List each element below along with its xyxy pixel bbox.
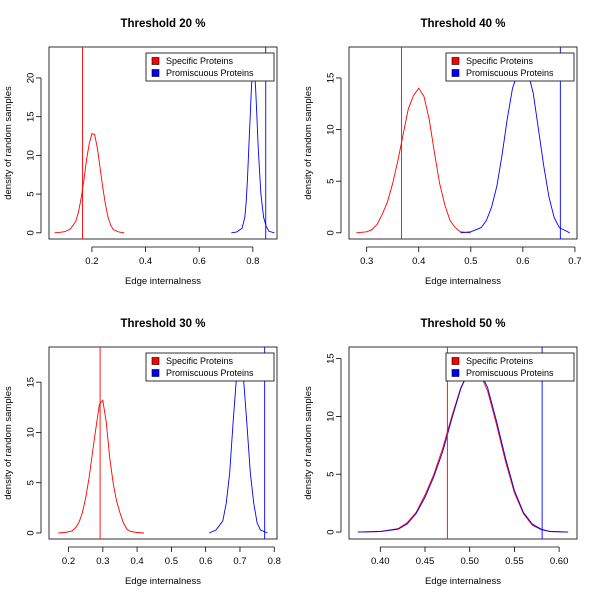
x-tick-label: 0.3: [360, 256, 373, 267]
chart-title: Threshold 30 %: [121, 318, 206, 330]
chart-panel-2: Threshold 40 % 0.3 0.4 0.5 0.6 0.7 0 5 10 15 Edge …: [303, 18, 582, 287]
x-tick-label: 0.2: [62, 556, 75, 567]
y-tick-label: 5: [326, 472, 337, 477]
y-tick-label: 5: [326, 179, 337, 184]
y-tick-label: 10: [26, 150, 37, 161]
chart-panel-4: Threshold 50 % 0.40 0.45 0.50 0.55 0.60 0 5 10 15…: [303, 318, 578, 587]
plot-frame: [48, 46, 278, 240]
legend-swatch: [151, 57, 160, 65]
y-tick-label: 15: [26, 111, 37, 122]
density-line-promiscuous: [357, 368, 569, 533]
density-line-promiscuous: [231, 69, 275, 234]
y-tick-label: 5: [26, 191, 37, 196]
legend: Specific Proteins Promiscuous Proteins: [445, 52, 575, 82]
y-tick-label: 0: [326, 230, 337, 235]
y-tick-label: 0: [26, 230, 37, 235]
plot-frame: [48, 346, 278, 540]
legend-label: Promiscuous Proteins: [466, 368, 554, 378]
y-tick-label: 20: [26, 73, 37, 84]
x-tick-label: 0.6: [193, 256, 206, 267]
y-tick-label: 0: [26, 530, 37, 535]
chart-title: Threshold 20 %: [121, 18, 206, 30]
legend-swatch: [451, 69, 460, 77]
y-tick-label: 10: [326, 411, 337, 422]
y-tick-label: 15: [326, 353, 337, 364]
x-tick-label: 0.6: [516, 256, 529, 267]
legend-box: [145, 52, 275, 82]
x-tick-label: 0.4: [131, 556, 144, 567]
y-tick-label: 10: [326, 124, 337, 135]
x-tick-label: 0.8: [246, 256, 259, 267]
x-tick-label: 0.55: [505, 556, 524, 567]
density-line-promiscuous: [208, 361, 268, 534]
x-axis-label: Edge internalness: [125, 576, 201, 587]
x-tick-label: 0.40: [371, 556, 390, 567]
y-tick-label: 5: [26, 480, 37, 485]
y-tick-label: 10: [26, 427, 37, 438]
chart-panel-1: Threshold 20 % 0.2 0.4 0.6 0.8 0 5 10 15 20 Edge i…: [3, 18, 278, 287]
chart-title: Threshold 40 %: [421, 18, 506, 30]
legend-label: Specific Proteins: [466, 356, 534, 366]
density-line-promiscuous: [460, 66, 570, 234]
legend: Specific Proteins Promiscuous Proteins: [145, 352, 275, 382]
legend-label: Specific Proteins: [166, 356, 234, 366]
density-line-specific: [58, 399, 145, 534]
density-line-specific: [356, 87, 471, 234]
legend-swatch: [151, 69, 160, 77]
x-tick-label: 0.4: [139, 256, 152, 267]
density-line-specific: [54, 133, 125, 234]
x-tick-label: 0.45: [416, 556, 435, 567]
plot-frame: [348, 46, 578, 240]
y-axis-label: density of random samples: [3, 386, 14, 500]
legend-swatch: [451, 57, 460, 65]
plot-frame: [348, 346, 578, 540]
legend-swatch: [151, 357, 160, 365]
y-tick-label: 0: [326, 529, 337, 534]
legend-label: Promiscuous Proteins: [466, 68, 554, 78]
x-axis-label: Edge internalness: [425, 276, 501, 287]
x-tick-label: 0.8: [268, 556, 281, 567]
legend-label: Specific Proteins: [466, 56, 534, 66]
legend-box: [445, 352, 575, 382]
y-tick-label: 15: [326, 73, 337, 84]
x-tick-label: 0.2: [85, 256, 98, 267]
legend-label: Promiscuous Proteins: [166, 368, 254, 378]
y-tick-label: 15: [26, 377, 37, 388]
legend-swatch: [451, 369, 460, 377]
y-axis-label: density of random samples: [303, 386, 314, 500]
legend: Specific Proteins Promiscuous Proteins: [145, 52, 275, 82]
chart-panel-3: Threshold 30 % 0.2 0.3 0.4 0.5 0.6 0.7 0.8 0 5 10 1…: [3, 318, 281, 587]
legend-swatch: [151, 369, 160, 377]
x-axis-label: Edge internalness: [425, 576, 501, 587]
legend-box: [445, 52, 575, 82]
y-axis-label: density of random samples: [3, 86, 14, 200]
x-tick-label: 0.7: [233, 556, 246, 567]
x-tick-label: 0.3: [96, 556, 109, 567]
legend-box: [145, 352, 275, 382]
legend-label: Promiscuous Proteins: [166, 68, 254, 78]
x-tick-label: 0.5: [165, 556, 178, 567]
chart-title: Threshold 50 %: [421, 318, 506, 330]
legend-swatch: [451, 357, 460, 365]
x-axis-label: Edge internalness: [125, 276, 201, 287]
x-tick-label: 0.7: [568, 256, 581, 267]
x-tick-label: 0.6: [199, 556, 212, 567]
x-tick-label: 0.4: [412, 256, 425, 267]
legend-label: Specific Proteins: [166, 56, 234, 66]
legend: Specific Proteins Promiscuous Proteins: [445, 352, 575, 382]
x-tick-label: 0.5: [464, 256, 477, 267]
y-axis-label: density of random samples: [303, 86, 314, 200]
x-tick-label: 0.50: [460, 556, 479, 567]
x-tick-label: 0.60: [550, 556, 569, 567]
density-line-specific: [357, 369, 569, 533]
